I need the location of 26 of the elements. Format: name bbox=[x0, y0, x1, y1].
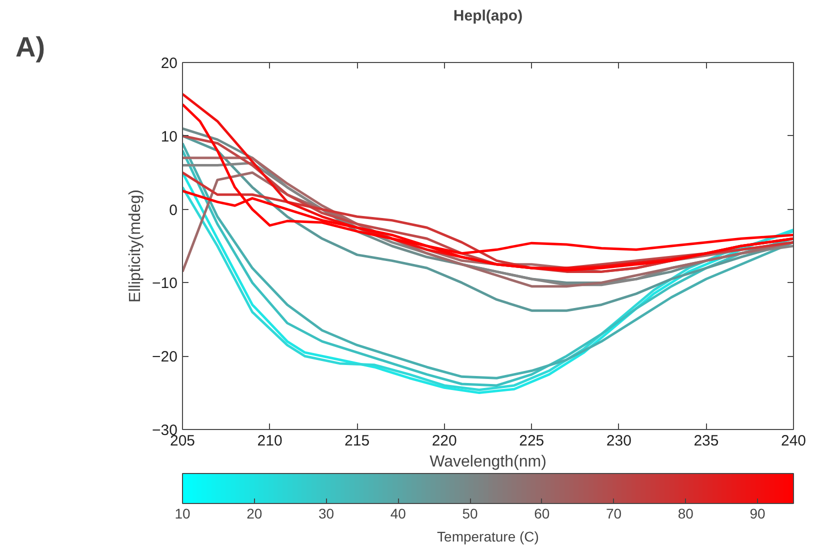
color-bar-label: 70 bbox=[606, 506, 622, 522]
color-bar-label: 30 bbox=[318, 506, 334, 522]
y-axis-title: Ellipticity(mdeg) bbox=[127, 190, 144, 302]
x-tick-label: 215 bbox=[344, 432, 370, 450]
color-bar-label: 60 bbox=[534, 506, 550, 522]
y-tick-label: 20 bbox=[160, 55, 178, 72]
color-bar-label: 90 bbox=[750, 506, 766, 522]
color-bar-label: 10 bbox=[174, 506, 190, 522]
color-bar-label: 40 bbox=[390, 506, 406, 522]
x-tick-label: 235 bbox=[694, 432, 719, 450]
color-bar-title: Temperature (C) bbox=[437, 528, 539, 544]
x-tick-label: 210 bbox=[257, 432, 282, 450]
x-tick-label: 225 bbox=[519, 432, 544, 450]
x-axis-title: Wavelength(nm) bbox=[430, 454, 546, 470]
y-tick-label: −20 bbox=[152, 348, 178, 366]
color-bar-label: 50 bbox=[462, 506, 478, 522]
x-tick-label: 230 bbox=[606, 432, 632, 450]
x-tick-label: 240 bbox=[780, 432, 806, 450]
y-tick-label: 0 bbox=[169, 202, 178, 219]
y-tick-label: 10 bbox=[160, 128, 178, 146]
text: A) bbox=[16, 32, 46, 62]
y-tick-label: −10 bbox=[152, 275, 178, 292]
x-tick-label: 220 bbox=[432, 432, 457, 450]
color-bar-label: 80 bbox=[678, 506, 694, 522]
color-bar-label: 20 bbox=[246, 506, 262, 522]
chart-title: Hepl(apo) bbox=[453, 8, 523, 24]
